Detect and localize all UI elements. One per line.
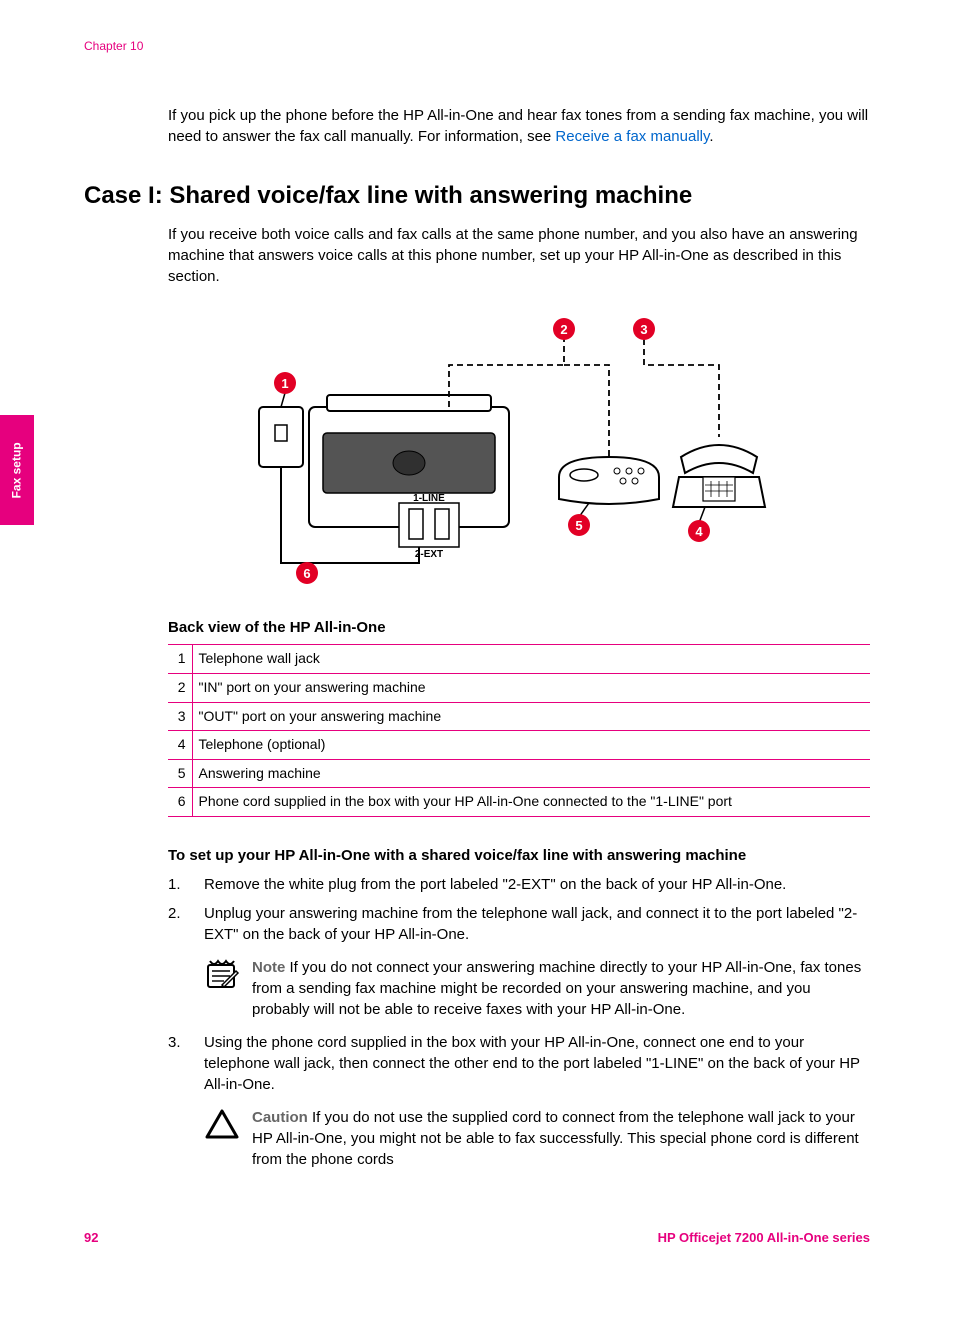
note-block: Note If you do not connect your answerin… <box>204 957 870 1020</box>
svg-text:5: 5 <box>575 518 582 533</box>
svg-text:6: 6 <box>303 566 310 581</box>
page-number: 92 <box>84 1229 98 1247</box>
table-row: 4Telephone (optional) <box>168 731 870 760</box>
cell-desc: Telephone (optional) <box>192 731 870 760</box>
steps-list-continued: 3. Using the phone cord supplied in the … <box>168 1032 870 1095</box>
cell-num: 5 <box>168 759 192 788</box>
svg-text:2-EXT: 2-EXT <box>415 549 443 560</box>
table-row: 5Answering machine <box>168 759 870 788</box>
svg-text:1-LINE: 1-LINE <box>413 493 445 504</box>
table-row: 3"OUT" port on your answering machine <box>168 702 870 731</box>
table-row: 2"IN" port on your answering machine <box>168 673 870 702</box>
note-body: If you do not connect your answering mac… <box>252 959 861 1018</box>
step-text: Using the phone cord supplied in the box… <box>204 1032 870 1095</box>
caution-body: If you do not use the supplied cord to c… <box>252 1109 859 1168</box>
cell-num: 4 <box>168 731 192 760</box>
steps-list: 1. Remove the white plug from the port l… <box>168 874 870 945</box>
case-heading: Case I: Shared voice/fax line with answe… <box>84 179 870 213</box>
cell-num: 3 <box>168 702 192 731</box>
cell-desc: "IN" port on your answering machine <box>192 673 870 702</box>
cell-desc: Phone cord supplied in the box with your… <box>192 788 870 817</box>
svg-text:2: 2 <box>560 322 567 337</box>
table-row: 1Telephone wall jack <box>168 645 870 674</box>
legend-table: 1Telephone wall jack 2"IN" port on your … <box>168 644 870 817</box>
intro-text: If you pick up the phone before the HP A… <box>168 107 868 145</box>
cell-desc: Telephone wall jack <box>192 645 870 674</box>
product-name: HP Officejet 7200 All-in-One series <box>658 1229 870 1247</box>
caution-label: Caution <box>252 1109 308 1126</box>
step-number: 2. <box>168 903 204 945</box>
step-text: Remove the white plug from the port labe… <box>204 874 870 895</box>
cell-desc: Answering machine <box>192 759 870 788</box>
caution-icon <box>204 1107 252 1170</box>
page-footer: 92 HP Officejet 7200 All-in-One series <box>84 1229 870 1247</box>
cell-num: 1 <box>168 645 192 674</box>
step-number: 3. <box>168 1032 204 1095</box>
step-item: 2. Unplug your answering machine from th… <box>168 903 870 945</box>
cell-desc: "OUT" port on your answering machine <box>192 702 870 731</box>
intro-paragraph: If you pick up the phone before the HP A… <box>168 105 870 147</box>
step-text: Unplug your answering machine from the t… <box>204 903 870 945</box>
caution-text-container: Caution If you do not use the supplied c… <box>252 1107 870 1170</box>
cell-num: 6 <box>168 788 192 817</box>
table-caption: Back view of the HP All-in-One <box>168 617 870 638</box>
caution-block: Caution If you do not use the supplied c… <box>204 1107 870 1170</box>
steps-heading: To set up your HP All-in-One with a shar… <box>168 845 870 866</box>
step-item: 3. Using the phone cord supplied in the … <box>168 1032 870 1095</box>
link-receive-fax-manually[interactable]: Receive a fax manually <box>555 128 709 145</box>
cell-num: 2 <box>168 673 192 702</box>
step-number: 1. <box>168 874 204 895</box>
svg-text:3: 3 <box>640 322 647 337</box>
intro-suffix: . <box>709 128 713 145</box>
setup-diagram: 1-LINE 2-EXT <box>168 307 870 597</box>
table-row: 6Phone cord supplied in the box with you… <box>168 788 870 817</box>
note-label: Note <box>252 959 285 976</box>
svg-text:1: 1 <box>281 376 288 391</box>
svg-text:4: 4 <box>695 524 703 539</box>
case-intro-paragraph: If you receive both voice calls and fax … <box>168 224 870 287</box>
chapter-label: Chapter 10 <box>84 38 870 55</box>
note-icon <box>204 957 252 1020</box>
step-item: 1. Remove the white plug from the port l… <box>168 874 870 895</box>
note-text-container: Note If you do not connect your answerin… <box>252 957 870 1020</box>
